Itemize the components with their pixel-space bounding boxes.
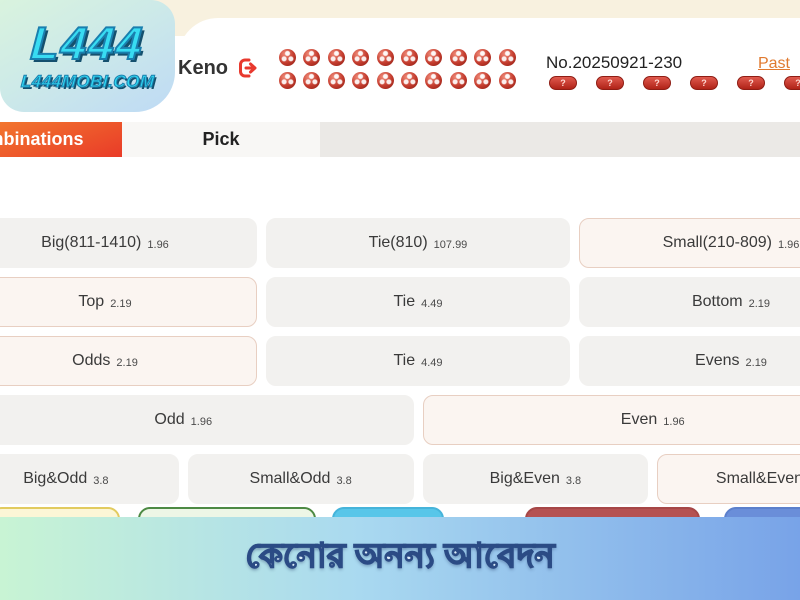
bet-label: Top — [78, 293, 105, 310]
keno-ball-icon — [449, 72, 467, 89]
keno-ball-icon — [400, 49, 418, 66]
brand-logo: L444 L444MOBI.COM — [0, 0, 175, 112]
bet-label: Odds — [72, 352, 111, 369]
hidden-result-pill: ? — [690, 76, 718, 90]
bet-options-grid: Big(811-1410) 1.96 Tie(810) 107.99 Small(210… — [0, 218, 800, 504]
bet-button-big-811-1410[interactable]: Big(811-1410) 1.96 — [0, 218, 257, 268]
bet-button-small-odd[interactable]: Small&Odd 3.8 — [187, 454, 414, 504]
keno-ball-icon — [425, 49, 443, 66]
keno-ball-icon — [474, 49, 492, 66]
bet-odds: 3.8 — [565, 474, 582, 487]
keno-ball-icon — [352, 49, 370, 66]
bet-odds: 1.96 — [777, 238, 800, 251]
bet-odds: 2.19 — [110, 297, 132, 310]
bet-label: Big&Odd — [23, 470, 88, 487]
bet-row: Big(811-1410) 1.96 Tie(810) 107.99 Small(210… — [0, 218, 800, 268]
bet-label: Big(811-1410) — [41, 234, 142, 251]
bet-button-tie[interactable]: Tie 4.49 — [266, 336, 570, 386]
keno-ball-icon — [498, 72, 516, 89]
bet-label: Tie(810) — [368, 234, 428, 251]
tab-bar: Combinations Pick — [0, 122, 800, 157]
bet-button-big-even[interactable]: Big&Even 3.8 — [422, 454, 649, 504]
hidden-result-pill: ? — [643, 76, 671, 90]
bet-button-tie[interactable]: Tie 4.49 — [266, 277, 570, 327]
bet-label: Big&Even — [489, 470, 560, 487]
past-results-link[interactable]: Past — [757, 55, 790, 72]
hidden-result-pill: ? — [784, 76, 800, 90]
bet-label: Odd — [154, 411, 185, 428]
promo-caption: কেনোর অনন্য আবেদন — [245, 536, 556, 576]
draw-ball-row — [279, 49, 516, 66]
bet-button-big-odd[interactable]: Big&Odd 3.8 — [0, 454, 179, 504]
hidden-result-pill: ? — [549, 76, 577, 90]
draw-ball-row — [279, 72, 516, 89]
bet-button-evens[interactable]: Evens 2.19 — [579, 336, 800, 386]
keno-ball-icon — [474, 72, 492, 89]
bet-odds: 2.19 — [745, 356, 767, 369]
game-title-row: Keno — [178, 56, 260, 80]
game-title: Keno — [178, 56, 228, 79]
bet-odds: 2.19 — [116, 356, 138, 369]
bet-odds: 3.8 — [336, 474, 352, 487]
tab-combinations[interactable]: Combinations — [0, 122, 122, 157]
bet-label: Small&Even — [715, 470, 800, 487]
keno-ball-icon — [327, 72, 345, 89]
brand-logo-text: L444 — [28, 16, 146, 70]
brand-logo-domain: L444MOBI.COM — [20, 72, 156, 92]
bet-row: Big&Odd 3.8 Small&Odd 3.8 Big&Even 3.8 Small&E… — [0, 454, 800, 504]
keno-ball-icon — [303, 72, 321, 89]
bet-row: Odd 1.96 Even 1.96 — [0, 395, 800, 445]
bet-row: Top 2.19 Tie 4.49 Bottom 2.19 — [0, 277, 800, 327]
bet-odds: 4.49 — [421, 297, 443, 310]
bet-button-tie-810[interactable]: Tie(810) 107.99 — [266, 218, 570, 268]
bet-label: Tie — [393, 293, 416, 310]
bet-odds: 4.49 — [421, 356, 443, 369]
keno-ball-icon — [498, 49, 516, 66]
hidden-result-pill: ? — [737, 76, 765, 90]
bet-odds: 1.96 — [147, 238, 169, 251]
bet-button-top[interactable]: Top 2.19 — [0, 277, 257, 327]
keno-ball-icon — [327, 49, 345, 66]
bet-button-bottom[interactable]: Bottom 2.19 — [579, 277, 800, 327]
bet-odds: 107.99 — [433, 238, 468, 251]
bet-button-even[interactable]: Even 1.96 — [422, 395, 800, 445]
bet-odds: 2.19 — [748, 297, 771, 310]
enter-game-arrow-icon[interactable] — [236, 56, 260, 80]
bet-label: Small&Odd — [249, 470, 331, 487]
bet-odds: 3.8 — [93, 474, 109, 487]
bet-odds: 1.96 — [663, 415, 685, 428]
keno-ball-icon — [400, 72, 418, 89]
hidden-result-pill: ? — [596, 76, 624, 90]
bet-button-odds[interactable]: Odds 2.19 — [0, 336, 257, 386]
bet-button-odd[interactable]: Odd 1.96 — [0, 395, 414, 445]
bet-label: Bottom — [691, 293, 743, 310]
keno-ball-icon — [352, 72, 370, 89]
keno-ball-icon — [376, 49, 394, 66]
bet-button-small-210-809[interactable]: Small(210-809) 1.96 — [579, 218, 800, 268]
bet-label: Evens — [695, 352, 740, 369]
keno-ball-icon — [303, 49, 321, 66]
keno-ball-icon — [376, 72, 394, 89]
round-number: No.20250921-230 — [546, 53, 683, 72]
bet-odds: 1.96 — [190, 415, 213, 428]
bet-label: Small(210-809) — [662, 234, 772, 251]
keno-ball-icon — [425, 72, 443, 89]
draw-balls-grid — [279, 49, 516, 89]
keno-ball-icon — [449, 49, 467, 66]
promo-banner: কেনোর অনন্য আবেদন — [0, 517, 800, 600]
tab-pick[interactable]: Pick — [122, 122, 320, 157]
bet-row: Odds 2.19 Tie 4.49 Evens 2.19 — [0, 336, 800, 386]
keno-ball-icon — [279, 49, 296, 66]
bet-label: Tie — [393, 352, 416, 369]
keno-ball-icon — [279, 72, 296, 89]
header-panel — [178, 18, 800, 122]
bet-label: Even — [620, 411, 658, 428]
hidden-results-row: ?????? — [549, 76, 800, 90]
